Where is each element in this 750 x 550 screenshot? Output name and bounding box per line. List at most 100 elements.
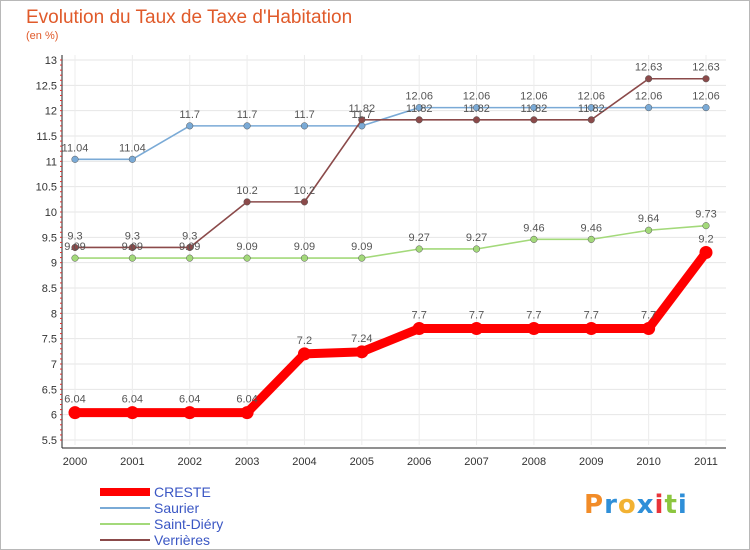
y-tick-label: 11 — [46, 156, 57, 168]
logo-letter: P — [584, 490, 605, 520]
y-tick-label: 9 — [51, 258, 57, 270]
logo-letter: x — [636, 490, 655, 520]
data-label: 7.2 — [297, 335, 312, 347]
data-point — [71, 155, 79, 163]
data-point — [527, 322, 541, 336]
data-label: 9.09 — [179, 241, 200, 253]
data-point — [587, 116, 595, 124]
y-tick-label: 6.5 — [42, 384, 57, 396]
data-label: 9.73 — [695, 209, 716, 221]
data-label: 12.06 — [405, 91, 433, 103]
y-unit-label: (en %) — [26, 30, 59, 42]
data-label: 9.09 — [236, 241, 257, 253]
data-label: 12.06 — [692, 91, 720, 103]
data-label: 9.3 — [67, 230, 82, 242]
data-point — [415, 116, 423, 124]
data-point — [186, 122, 194, 130]
data-label: 10.2 — [294, 185, 315, 197]
series-line-2 — [75, 224, 707, 259]
x-tick-label: 2006 — [407, 456, 431, 468]
data-label: 9.27 — [408, 232, 429, 244]
x-tick-label: 2001 — [120, 456, 144, 468]
data-point — [587, 235, 595, 243]
data-point — [300, 198, 309, 206]
data-label: 6.04 — [122, 394, 143, 406]
y-tick-label: 8 — [51, 308, 57, 320]
x-tick-label: 2002 — [177, 456, 201, 468]
data-point — [472, 104, 481, 112]
proxiti-logo[interactable]: Proxiti — [584, 490, 688, 520]
data-point — [584, 322, 598, 336]
y-tick-label: 12 — [45, 106, 57, 118]
x-tick-label: 2010 — [636, 456, 660, 468]
data-point — [415, 104, 423, 112]
data-label: 7.24 — [351, 333, 372, 345]
data-point — [128, 243, 136, 252]
data-point — [645, 226, 653, 234]
data-point — [358, 116, 366, 124]
data-label: 12.06 — [578, 91, 606, 103]
y-tick-label: 12.5 — [36, 80, 57, 92]
data-point — [243, 254, 251, 262]
data-point — [412, 322, 426, 336]
data-point — [71, 254, 79, 262]
series-line-3 — [75, 77, 706, 249]
data-point — [702, 75, 710, 83]
data-point — [530, 104, 538, 112]
data-label: 11.82 — [463, 103, 490, 115]
grid — [62, 55, 726, 445]
data-point — [587, 104, 595, 112]
data-point — [243, 198, 251, 206]
data-label: 7.7 — [584, 310, 599, 322]
data-label: 7.7 — [412, 310, 427, 322]
data-label: 6.04 — [236, 394, 257, 406]
y-tick-label: 13 — [45, 55, 57, 67]
y-tick-label: 5.5 — [42, 435, 57, 447]
data-label: 11.82 — [578, 103, 605, 115]
legend-label: Verrières — [154, 532, 211, 548]
data-point — [128, 155, 136, 163]
y-tick-label: 6 — [51, 410, 57, 422]
data-label: 11.82 — [521, 103, 548, 115]
data-label: 9.64 — [638, 213, 659, 225]
axes: 5.5 6 6.5 7 7.5 8 8.5 9 9.5 10 10.5 11 11.5 12 12.5 13 2… — [36, 55, 726, 468]
data-label: 9.46 — [523, 222, 544, 234]
data-label: 12.06 — [463, 91, 491, 103]
data-label: 9.09 — [294, 241, 315, 253]
legend-item: Saurier — [100, 500, 223, 516]
data-point — [128, 254, 136, 262]
x-tick-label: 2011 — [694, 456, 718, 468]
data-point — [642, 322, 656, 336]
legend-swatch — [100, 539, 150, 541]
series-line-1 — [75, 106, 706, 161]
legend-item: CRESTE — [100, 484, 223, 500]
data-label: 9.46 — [581, 222, 602, 234]
data-label: 9.3 — [125, 230, 140, 242]
y-tick-label: 11.5 — [36, 131, 57, 143]
legend-label: Saurier — [154, 500, 200, 516]
x-tick-label: 2004 — [292, 456, 316, 468]
legend-label: Saint-Diéry — [154, 516, 224, 532]
y-tick-label: 9.5 — [42, 232, 57, 244]
data-point — [358, 254, 366, 262]
data-label: 12.63 — [692, 62, 720, 74]
x-tick-label: 2000 — [63, 456, 87, 468]
x-tick-label: 2009 — [579, 456, 603, 468]
data-label: 9.09 — [122, 241, 143, 253]
data-label: 9.09 — [64, 241, 85, 253]
legend-swatch — [100, 523, 150, 525]
chart-title: Evolution du Taux de Taxe d'Habitation — [26, 7, 353, 28]
data-label: 9.2 — [698, 234, 713, 246]
y-tick-label: 10.5 — [36, 182, 57, 194]
data-point — [415, 245, 423, 253]
data-point — [645, 104, 653, 112]
data-label: 11.7 — [294, 109, 315, 121]
data-label: 11.04 — [119, 142, 146, 154]
data-point — [530, 116, 538, 124]
data-point — [300, 122, 309, 130]
data-label: 9.09 — [351, 241, 372, 253]
y-tick-label: 7 — [51, 359, 57, 371]
data-label: 7.7 — [469, 310, 484, 322]
data-label: 7.7 — [641, 310, 656, 322]
data-point — [699, 246, 713, 260]
